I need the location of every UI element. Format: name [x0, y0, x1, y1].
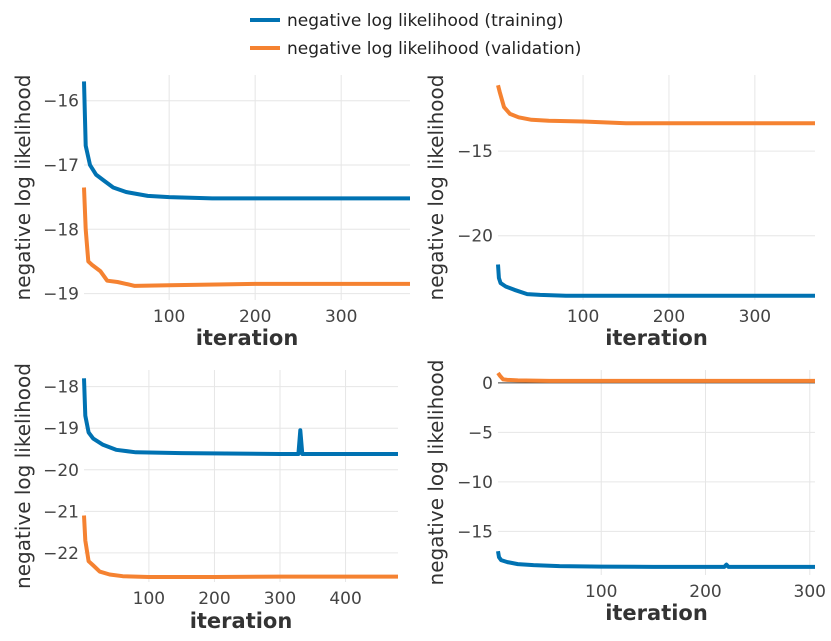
chart-panels: 100 200 300 −16 −17 −18 −19 iteration negative l…	[11, 75, 826, 633]
x-axis-title: iteration	[605, 326, 708, 350]
y-tick-label: −10	[457, 473, 493, 493]
x-tick-label: 200	[198, 589, 230, 609]
legend-label-training: negative log likelihood (training)	[287, 11, 564, 31]
series-line-training	[496, 550, 815, 569]
y-tick-label: −16	[43, 92, 79, 112]
x-tick-label: 100	[567, 307, 599, 327]
x-tick-label: 100	[153, 307, 185, 327]
x-tick-label: 300	[325, 307, 357, 327]
series-line-validation	[82, 187, 410, 288]
y-tick-label: −15	[457, 522, 493, 542]
x-tick-label: 300	[264, 589, 296, 609]
legend: negative log likelihood (training) negat…	[250, 11, 581, 59]
y-tick-label: −20	[457, 227, 493, 247]
x-axis-title: iteration	[605, 601, 708, 625]
x-tick-label: 300	[794, 582, 826, 602]
y-tick-label: −21	[43, 502, 79, 522]
x-tick-label: 100	[585, 582, 617, 602]
chart-panel-1: 100 200 300 −16 −17 −18 −19 iteration negative l…	[11, 75, 410, 350]
y-tick-label: −17	[43, 156, 79, 176]
series-line-validation	[82, 515, 398, 579]
chart-panel-2: 100 200 300 −15 −20 iteration negative log lik…	[424, 75, 815, 350]
chart-panel-3: 100 200 300 400 −18 −19 −20 −21 −22 iteration nega…	[11, 363, 398, 633]
x-axis-title: iteration	[196, 326, 299, 350]
series-line-training	[82, 378, 398, 456]
y-tick-label: −19	[43, 285, 79, 305]
y-tick-label: −18	[43, 220, 79, 240]
x-tick-label: 200	[689, 582, 721, 602]
x-tick-label: 300	[739, 307, 771, 327]
y-tick-label: −15	[457, 142, 493, 162]
x-tick-label: 100	[133, 589, 165, 609]
x-axis-title: iteration	[190, 609, 293, 633]
x-tick-label: 200	[653, 307, 685, 327]
y-axis-title: negative log likelihood	[11, 363, 35, 589]
series-line-training	[496, 264, 815, 298]
y-axis-title: negative log likelihood	[424, 75, 448, 301]
y-axis-title: negative log likelihood	[424, 360, 448, 586]
y-tick-label: −19	[43, 419, 79, 439]
x-tick-label: 200	[239, 307, 271, 327]
y-tick-label: −20	[43, 461, 79, 481]
y-tick-label: −22	[43, 544, 79, 564]
y-tick-label: −5	[468, 423, 493, 443]
y-tick-label: 0	[482, 374, 493, 394]
series-line-validation	[496, 371, 815, 383]
series-line-validation	[496, 84, 815, 126]
y-axis-title: negative log likelihood	[11, 75, 35, 301]
x-tick-label: 400	[329, 589, 361, 609]
series-line-training	[82, 81, 410, 201]
chart-panel-4: 100 200 300 0 −5 −10 −15 iteration negative log …	[424, 360, 826, 625]
legend-label-validation: negative log likelihood (validation)	[287, 39, 581, 59]
y-tick-label: −18	[43, 378, 79, 398]
